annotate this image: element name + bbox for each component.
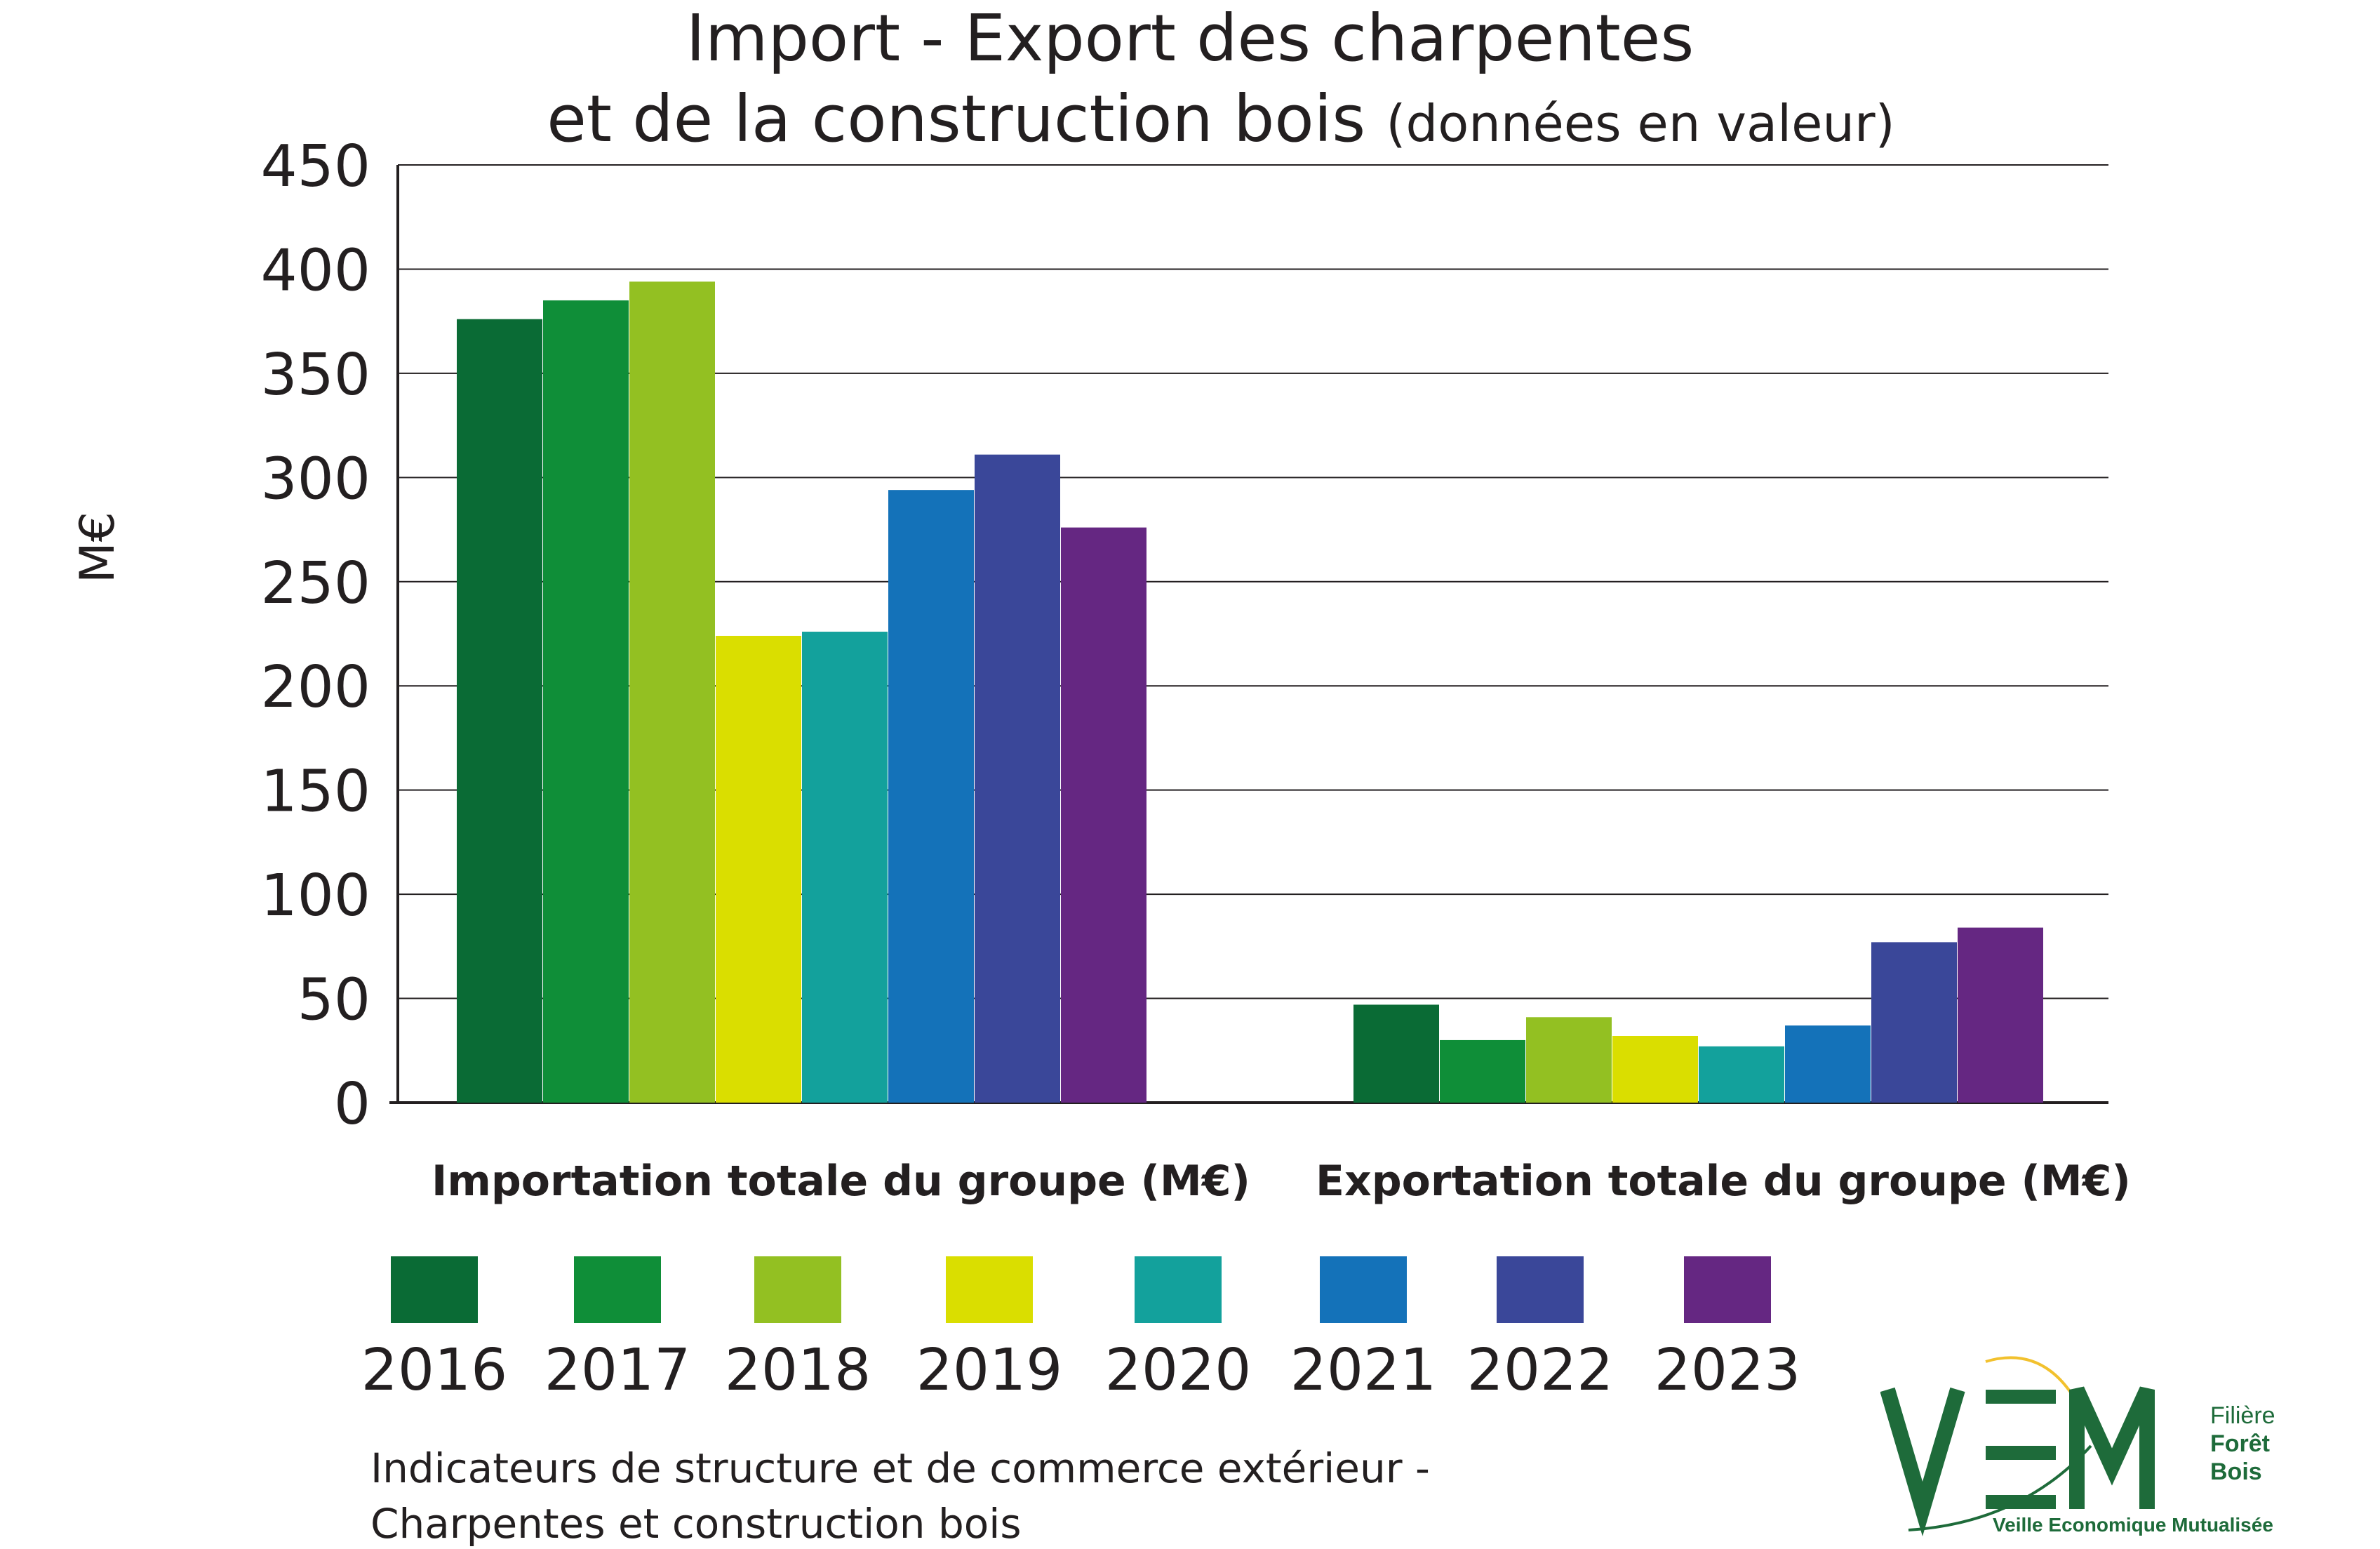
bar-import-2020 [802, 632, 888, 1103]
y-tick-label: 150 [260, 759, 370, 825]
logo-letter-e-mid [1986, 1446, 2056, 1460]
bar-chart: 0 50 100 150 200 250 300 350 400 450 [260, 133, 2108, 1137]
bar-import-2019 [716, 635, 801, 1103]
chart-title-main: et de la construction bois [547, 81, 1366, 157]
bar-export-2017 [1440, 1039, 1525, 1103]
logo-letter-e-top [1986, 1390, 2056, 1404]
y-tick-label: 400 [260, 237, 370, 304]
legend-swatch-2023 [1684, 1256, 1771, 1323]
chart-title-line1: Import - Export des charpentes [686, 1, 1694, 76]
chart-title-subtitle: (données en valeur) [1386, 94, 1895, 153]
category-label-export: Exportation totale du groupe (M€) [1316, 1157, 2131, 1206]
bar-export-2016 [1353, 1004, 1439, 1103]
bar-export-2020 [1699, 1046, 1784, 1103]
y-tick-label: 450 [260, 133, 370, 200]
bar-export-2018 [1526, 1017, 1612, 1103]
legend-swatch-2018 [754, 1256, 841, 1323]
legend-label-2017: 2017 [544, 1337, 691, 1404]
bar-import-2021 [888, 490, 974, 1103]
bar-import-2018 [629, 281, 715, 1103]
logo-text-foret: Forêt [2210, 1430, 2270, 1457]
y-tick-label: 300 [260, 446, 370, 512]
bar-export-2022 [1871, 942, 1957, 1103]
y-tick-label: 0 [334, 1071, 370, 1137]
bar-export-2021 [1785, 1025, 1871, 1103]
legend-swatch-2021 [1320, 1256, 1407, 1323]
chart-title-line2: et de la construction bois (données en v… [477, 77, 1965, 166]
legend-label-2018: 2018 [724, 1337, 871, 1404]
logo-text-filiere: Filière [2210, 1402, 2275, 1429]
y-tick-label: 100 [260, 863, 370, 929]
legend-swatch-2020 [1135, 1256, 1222, 1323]
footer-note-line2: Charpentes et construction bois [370, 1500, 1022, 1548]
legend-label-2016: 2016 [361, 1337, 508, 1404]
logo-letter-e-bot [1986, 1495, 2056, 1509]
logo-tagline: Veille Economique Mutualisée [1993, 1514, 2273, 1536]
bar-import-2016 [457, 319, 542, 1103]
bar-import-2023 [1061, 527, 1146, 1103]
legend-label-2022: 2022 [1466, 1337, 1614, 1404]
logo-letter-m [2069, 1386, 2155, 1509]
bar-export-2023 [1958, 927, 2043, 1103]
legend-swatch-2022 [1497, 1256, 1584, 1323]
bar-import-2017 [543, 300, 629, 1103]
legend-label-2019: 2019 [916, 1337, 1063, 1404]
legend-swatch-2019 [946, 1256, 1033, 1323]
vem-logo: Filière Forêt Bois Veille Economique Mut… [1880, 1356, 2275, 1536]
logo-text-bois: Bois [2210, 1458, 2262, 1485]
logo-letter-v [1880, 1387, 1965, 1536]
y-tick-label: 250 [260, 550, 370, 617]
legend-label-2023: 2023 [1654, 1337, 1801, 1404]
legend-label-2020: 2020 [1104, 1337, 1252, 1404]
legend-label-2021: 2021 [1290, 1337, 1437, 1404]
y-tick-label: 350 [260, 342, 370, 408]
bar-export-2019 [1612, 1035, 1698, 1103]
category-label-import: Importation totale du groupe (M€) [432, 1157, 1250, 1206]
footer-note-line1: Indicateurs de structure et de commerce … [370, 1444, 1430, 1492]
y-tick-label: 200 [260, 654, 370, 721]
y-tick-label: 50 [298, 967, 370, 1034]
legend-swatch-2016 [391, 1256, 478, 1323]
legend-swatch-2017 [574, 1256, 661, 1323]
bar-import-2022 [975, 454, 1060, 1103]
